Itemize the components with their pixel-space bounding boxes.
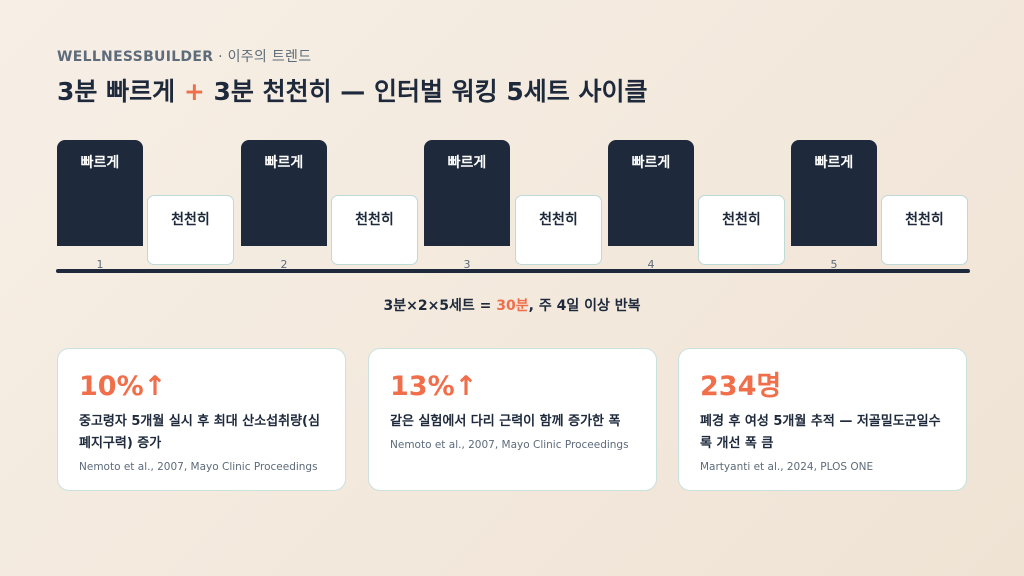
fast-block-4: 빠르게 [608, 140, 694, 246]
fast-block-2: 빠르게 [241, 140, 327, 246]
title-part-2: 3분 천천히 — 인터벌 워킹 5세트 사이클 [204, 77, 648, 106]
slow-block-2: 천천히 [331, 195, 418, 265]
set-number-5: 5 [830, 258, 838, 271]
stat-card-2: 13%↑ 같은 실험에서 다리 근력이 함께 증가한 폭 Nemoto et a… [368, 348, 657, 491]
stat-card-3: 234명 폐경 후 여성 5개월 추적 — 저골밀도군일수록 개선 폭 큼 Ma… [678, 348, 967, 491]
stat-value: 13%↑ [390, 371, 478, 402]
summary-post: , 주 4일 이상 반복 [528, 298, 641, 314]
set-number-4: 4 [647, 258, 655, 271]
set-number-3: 3 [463, 258, 471, 271]
stat-card-1: 10%↑ 중고령자 5개월 실시 후 최대 산소섭취량(심폐지구력) 증가 Ne… [57, 348, 346, 491]
stat-description: 중고령자 5개월 실시 후 최대 산소섭취량(심폐지구력) 증가 [79, 414, 320, 451]
stat-source: Nemoto et al., 2007, Mayo Clinic Proceed… [390, 439, 629, 451]
stat-source: Nemoto et al., 2007, Mayo Clinic Proceed… [79, 461, 318, 473]
set-number-1: 1 [96, 258, 104, 271]
timeline-axis [56, 269, 970, 273]
set-number-2: 2 [280, 258, 288, 271]
stat-description: 같은 실험에서 다리 근력이 함께 증가한 폭 [390, 414, 621, 429]
title-part-1: 3분 빠르게 [57, 77, 184, 106]
header-kicker: WELLNESSBUILDER · 이주의 트렌드 [57, 46, 311, 66]
summary-highlight: 30분 [496, 298, 529, 314]
stat-value: 10%↑ [79, 371, 167, 402]
fast-block-3: 빠르게 [424, 140, 510, 246]
slow-block-3: 천천히 [515, 195, 602, 265]
fast-block-5: 빠르게 [791, 140, 877, 246]
title-plus: + [183, 77, 205, 106]
page-title: 3분 빠르게 + 3분 천천히 — 인터벌 워킹 5세트 사이클 [57, 72, 647, 108]
summary-line: 3분×2×5세트 = 30분, 주 4일 이상 반복 [0, 295, 1024, 315]
brand-label: WELLNESSBUILDER [57, 49, 214, 65]
interval-timeline: 빠르게 천천히 빠르게 천천히 빠르게 천천히 빠르게 천천히 빠르게 천천히 … [56, 140, 970, 280]
fast-block-1: 빠르게 [57, 140, 143, 246]
trend-label: · 이주의 트렌드 [213, 49, 312, 65]
slow-block-4: 천천히 [698, 195, 785, 265]
stat-description: 폐경 후 여성 5개월 추적 — 저골밀도군일수록 개선 폭 큼 [700, 414, 941, 451]
slow-block-1: 천천히 [147, 195, 234, 265]
stat-value: 234명 [700, 371, 782, 402]
summary-pre: 3분×2×5세트 = [383, 298, 497, 314]
stat-source: Martyanti et al., 2024, PLOS ONE [700, 461, 874, 473]
slow-block-5: 천천히 [881, 195, 968, 265]
